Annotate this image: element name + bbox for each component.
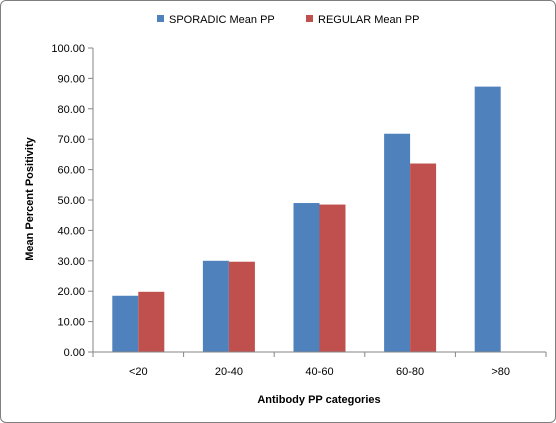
y-axis-ticks: 0.00 10.00 20.00 30.00 40.00 50.00 60.00 70.00 8… bbox=[51, 43, 93, 359]
y-tick-label: 100.00 bbox=[51, 43, 85, 55]
bar-sporadic bbox=[384, 133, 411, 352]
y-tick-label: 50.00 bbox=[57, 195, 85, 207]
legend-label-sporadic: SPORADIC Mean PP bbox=[169, 14, 275, 26]
y-tick-label: 20.00 bbox=[57, 286, 85, 298]
bar-regular bbox=[410, 163, 437, 352]
x-tick-label: 20-40 bbox=[215, 366, 243, 378]
x-axis-ticks: <20 20-40 40-60 60-80 >80 bbox=[92, 352, 547, 378]
x-axis-title: Antibody PP categories bbox=[257, 394, 380, 406]
bar-regular bbox=[228, 261, 255, 352]
legend-label-regular: REGULAR Mean PP bbox=[318, 14, 419, 26]
y-tick-label: 0.00 bbox=[64, 347, 85, 359]
bar-sporadic bbox=[112, 295, 139, 352]
bars bbox=[112, 86, 501, 352]
bar-sporadic bbox=[202, 260, 229, 352]
legend: SPORADIC Mean PP REGULAR Mean PP bbox=[157, 14, 419, 26]
x-tick-label: 40-60 bbox=[305, 366, 333, 378]
bar-sporadic bbox=[474, 86, 501, 352]
legend-swatch-regular bbox=[306, 15, 313, 22]
bar-regular bbox=[138, 291, 165, 352]
x-tick-label: 60-80 bbox=[396, 366, 424, 378]
axes bbox=[92, 48, 546, 353]
y-tick-label: 30.00 bbox=[57, 256, 85, 268]
legend-swatch-sporadic bbox=[157, 15, 164, 22]
y-tick-label: 80.00 bbox=[57, 104, 85, 116]
y-tick-label: 40.00 bbox=[57, 225, 85, 237]
x-tick-label: >80 bbox=[491, 366, 510, 378]
x-tick-label: <20 bbox=[129, 366, 148, 378]
bar-sporadic bbox=[293, 203, 320, 352]
y-tick-label: 60.00 bbox=[57, 165, 85, 177]
y-tick-label: 70.00 bbox=[57, 134, 85, 146]
y-axis-title: Mean Percent Positivity bbox=[24, 136, 36, 260]
bar-regular bbox=[319, 204, 346, 352]
y-tick-label: 10.00 bbox=[57, 317, 85, 329]
y-tick-label: 90.00 bbox=[57, 73, 85, 85]
